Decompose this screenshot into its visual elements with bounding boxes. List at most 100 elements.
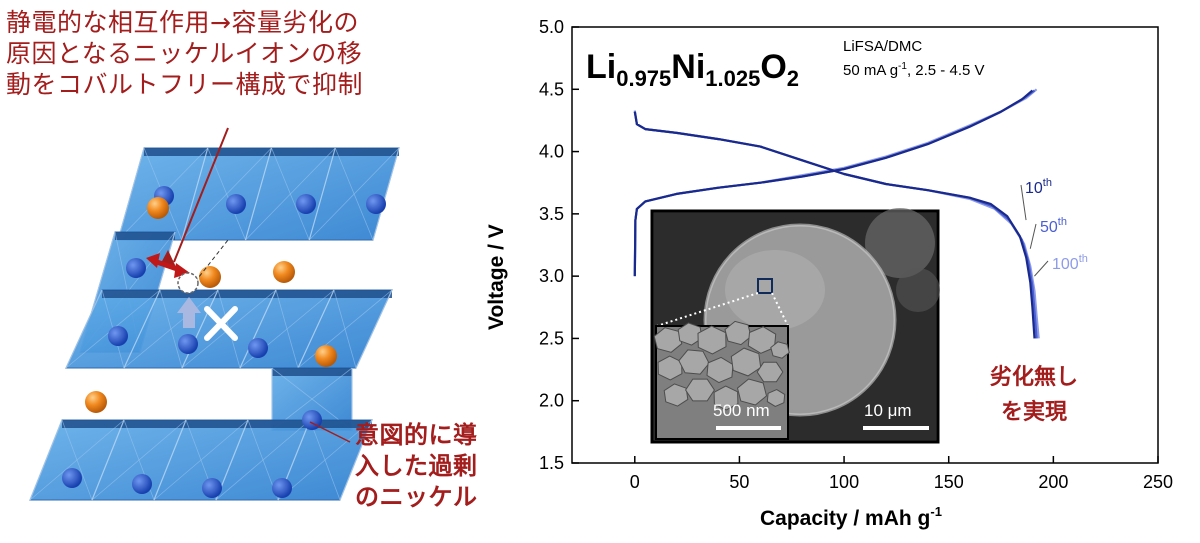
transition-metal-ion	[248, 338, 268, 358]
y-tick-label: 3.0	[539, 266, 564, 286]
x-tick-label: 100	[829, 472, 859, 492]
nickel-ion	[147, 197, 169, 219]
pointer-line	[173, 127, 229, 263]
octahedron-edge	[245, 147, 336, 241]
cycle-10-label: 10th	[1025, 177, 1052, 197]
y-axis-label: Voltage / V	[485, 224, 508, 330]
cycle-100-label: 100th	[1052, 253, 1088, 273]
crystal-structure-illustration	[29, 127, 400, 501]
background-particle	[865, 208, 935, 278]
octahedron-edge	[117, 147, 145, 241]
electrolyte-label: LiFSA/DMC	[843, 38, 922, 55]
vacancy-site	[177, 272, 199, 294]
excess-nickel-annotation: 意図的に導 入した過剰 のニッケル	[355, 420, 478, 513]
sem-grain	[685, 378, 715, 402]
cycle-label-leader	[1029, 223, 1037, 249]
octahedron-edge	[29, 419, 63, 501]
octahedron-edge	[181, 147, 272, 241]
transition-metal-ion	[62, 468, 82, 488]
x-tick-label: 150	[934, 472, 964, 492]
transition-metal-ion	[366, 194, 386, 214]
octahedral-slab	[117, 147, 400, 241]
octahedron-edge	[29, 419, 125, 501]
octahedron-edge	[244, 147, 273, 241]
x-tick-label: 250	[1143, 472, 1173, 492]
octahedral-slab-top	[115, 232, 175, 240]
x-tick-label: 50	[729, 472, 749, 492]
cycle-10-charge-curve	[633, 89, 1034, 277]
sem-scale-label: 10 μm	[864, 401, 912, 420]
sem-inset: 500 nm 10 μm	[650, 208, 940, 444]
y-tick-label: 3.5	[539, 204, 564, 224]
sem-grain	[756, 361, 784, 383]
sem-highlight	[725, 250, 825, 330]
excess-nickel-pointer	[309, 421, 351, 443]
octahedron-edge	[153, 419, 249, 501]
background-particle	[896, 268, 940, 312]
annotation-line: 静電的な相互作用→容量劣化の	[6, 8, 359, 37]
sem-grain	[678, 349, 710, 375]
nickel-ion	[315, 345, 337, 367]
white-x-icon	[204, 306, 238, 341]
sem-grain	[677, 322, 703, 346]
y-tick-label: 4.5	[539, 79, 564, 99]
cycle-10-discharge-curve	[633, 111, 1036, 339]
sem-grain	[766, 389, 786, 407]
octahedron-edge	[181, 289, 219, 369]
zoom-grains	[653, 320, 790, 411]
octahedron-edge	[65, 289, 103, 369]
transition-metal-ion	[108, 326, 128, 346]
annotation-line: 原因となるニッケルイオンの移	[6, 39, 363, 68]
rate-label: 50 mA g-1, 2.5 - 4.5 V	[843, 61, 985, 79]
blue-up-arrow-icon	[177, 297, 201, 328]
migration-path	[194, 239, 229, 283]
x-tick-label: 200	[1038, 472, 1068, 492]
octahedron-edge	[153, 419, 187, 501]
transition-metal-ion	[178, 334, 198, 354]
octahedron-edge	[308, 147, 336, 241]
sem-grain	[736, 378, 768, 406]
sem-grain	[770, 341, 790, 359]
axis-ticks: 0 50 100 150 200 250 1.5 2.0 2.5 3.0 3.5 4.0 4.5 5.0	[539, 17, 1173, 492]
octahedron-edge	[297, 289, 335, 369]
sem-grain	[724, 320, 752, 346]
octahedral-slab-top	[272, 368, 352, 376]
migration-markers	[146, 127, 351, 443]
octahedron-edge	[181, 147, 209, 241]
sem-particle-rim	[703, 223, 897, 417]
no-degradation-label: を実現	[1001, 399, 1067, 424]
octahedron-edge	[91, 419, 125, 501]
zoom-scale-label: 500 nm	[713, 401, 770, 420]
transition-metal-ion	[202, 478, 222, 498]
cycle-label-leader	[1020, 184, 1027, 221]
transition-metal-ion	[272, 478, 292, 498]
x-axis-label: Capacity / mAh g-1	[760, 504, 942, 530]
annotation-line: 意図的に導	[355, 421, 478, 449]
annotation-line: 動をコバルトフリー構成で抑制	[6, 70, 364, 99]
annotation-line: のニッケル	[355, 483, 478, 511]
nickel-ion	[85, 391, 107, 413]
y-tick-label: 2.5	[539, 328, 564, 348]
octahedron-edge	[123, 289, 219, 369]
zoom-region-box	[757, 278, 773, 294]
octahedron-edge	[355, 289, 393, 369]
octahedron-edge	[123, 289, 161, 369]
octahedron-edge	[215, 419, 311, 501]
transition-metal-ion	[296, 194, 316, 214]
octahedron-edge	[239, 289, 277, 369]
sem-grain	[730, 347, 762, 377]
migration-annotation: 静電的な相互作用→容量劣化の 原因となるニッケルイオンの移 動をコバルトフリー構…	[6, 7, 363, 100]
y-tick-label: 5.0	[539, 17, 564, 37]
octahedral-slab-top	[62, 420, 372, 428]
nickel-ion	[199, 266, 221, 288]
no-degradation-label: 劣化無し	[990, 364, 1078, 389]
y-tick-label: 4.0	[539, 142, 564, 162]
octahedron-edge	[277, 419, 373, 501]
transition-metal-ion	[132, 474, 152, 494]
octahedral-slab-top	[102, 290, 392, 298]
sem-grain	[747, 326, 777, 354]
y-tick-label: 1.5	[539, 453, 564, 473]
x-tick-label: 0	[630, 472, 640, 492]
transition-metal-ion	[226, 194, 246, 214]
